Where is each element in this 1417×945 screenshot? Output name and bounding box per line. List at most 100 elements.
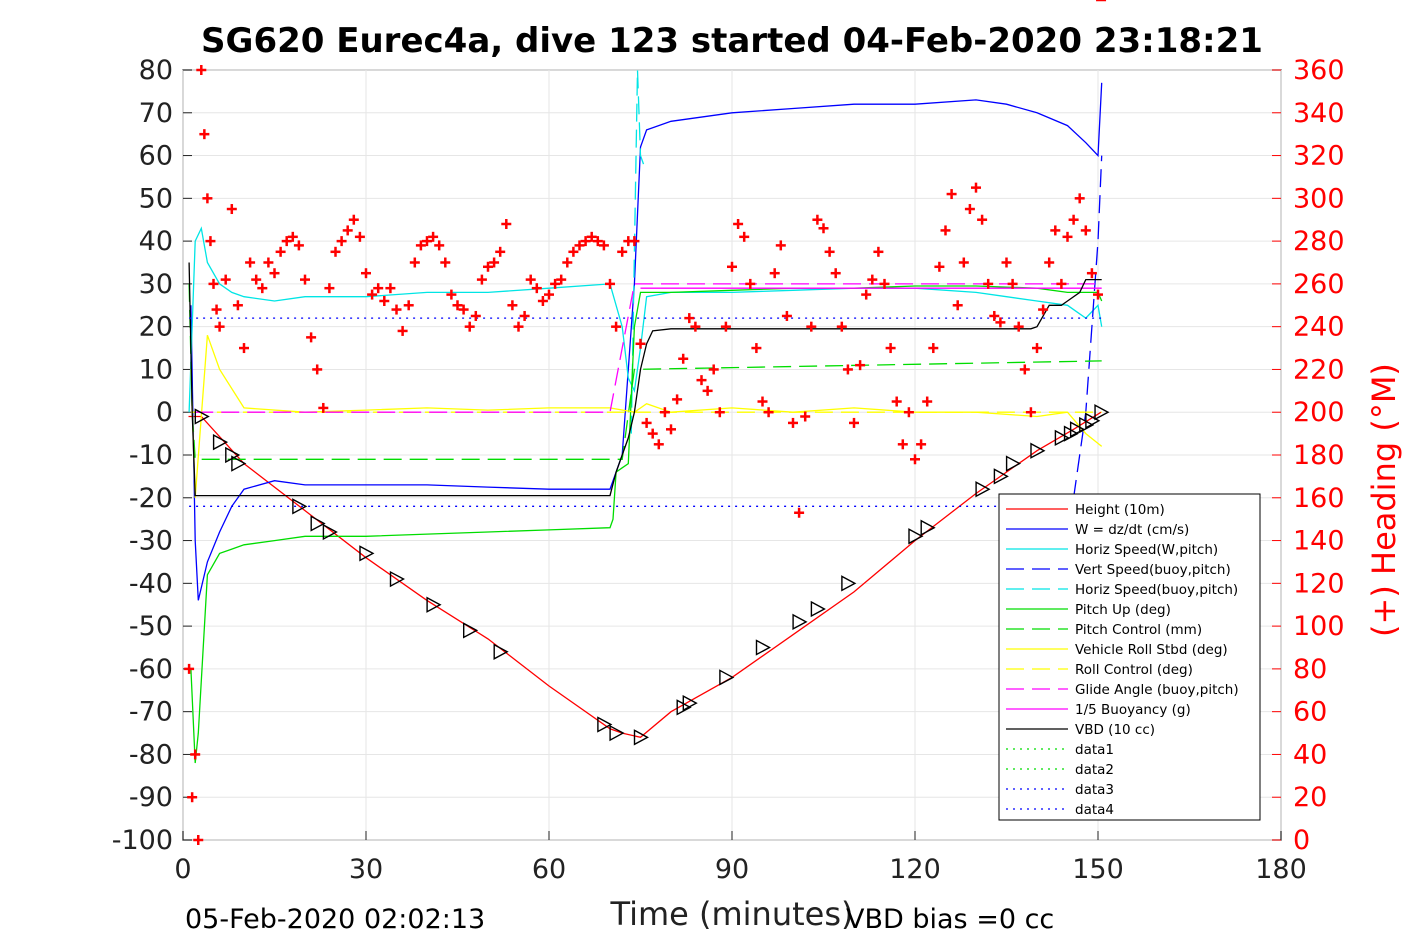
series-line-6 [188, 283, 1102, 460]
height-marker [993, 468, 1009, 485]
heading-point [800, 411, 811, 422]
series-line-11 [188, 262, 1102, 497]
heading-point [775, 240, 786, 251]
x-tick-label: 0 [174, 854, 191, 885]
heading-point [611, 321, 622, 332]
right-tick-label: 260 [1293, 269, 1345, 300]
heading-point [836, 321, 847, 332]
heading-point [568, 246, 579, 257]
heading-point [513, 321, 524, 332]
heading-point [1056, 278, 1067, 289]
left-tick-label: -40 [129, 568, 173, 599]
heading-point [684, 313, 695, 324]
x-tick-label: 30 [349, 854, 383, 885]
heading-point [354, 231, 365, 242]
heading-point [861, 289, 872, 300]
heading-point [971, 182, 981, 193]
heading-point [458, 304, 469, 315]
heading-point [391, 304, 402, 315]
heading-point [672, 394, 683, 405]
heading-point [300, 274, 310, 285]
heading-point [690, 321, 701, 332]
left-tick-label: 60 [139, 141, 173, 172]
heading-point [751, 343, 762, 354]
height-marker [1054, 429, 1070, 447]
heading-point [1013, 321, 1024, 332]
heading-point [232, 300, 243, 311]
heading-point [1050, 225, 1061, 236]
height-marker [322, 523, 338, 541]
heading-point [336, 236, 347, 247]
heading-point [251, 274, 262, 285]
heading-point [403, 300, 414, 311]
heading-point [239, 343, 249, 354]
right-tick-label: 320 [1293, 141, 1345, 172]
right-tick-label: 160 [1293, 483, 1345, 514]
legend-entry: Roll Control (deg) [1075, 662, 1193, 678]
heading-point [275, 246, 286, 257]
heading-point [708, 364, 719, 375]
heading-point [977, 214, 988, 225]
height-marker [908, 528, 924, 545]
series-line-1 [190, 82, 1103, 601]
heading-point [489, 257, 500, 268]
heading-point [879, 278, 890, 289]
height-marker [310, 515, 326, 532]
x-tick-label: 60 [532, 854, 566, 885]
legend-entry: Pitch Control (mm) [1075, 622, 1202, 638]
marker-layer [194, 404, 1110, 746]
heading-point [696, 375, 707, 386]
heading-point [281, 236, 292, 247]
left-tick-label: 0 [156, 397, 173, 428]
heading-point [635, 338, 646, 349]
right-tick-label: 20 [1293, 782, 1327, 813]
x-tick-label: 120 [889, 854, 941, 885]
right-tick-label: 340 [1293, 98, 1345, 129]
heading-point [702, 385, 713, 396]
heading-point [885, 343, 896, 354]
height-marker [633, 729, 649, 746]
heading-point [287, 231, 298, 242]
heading-point [263, 257, 274, 268]
heading-point [257, 283, 268, 294]
heading-point [745, 278, 756, 289]
left-tick-label: -50 [129, 611, 173, 642]
heading-point [641, 417, 652, 428]
right-tick-label: 200 [1293, 397, 1345, 428]
heading-point [379, 296, 390, 306]
left-tick-label: 80 [139, 55, 173, 86]
heading-point [605, 278, 615, 289]
heading-point [580, 236, 591, 247]
heading-point [1074, 193, 1085, 204]
heading-point [586, 231, 597, 242]
left-tick-label: -90 [129, 782, 173, 813]
heading-point [574, 240, 585, 251]
heading-point [617, 246, 628, 257]
heading-point [428, 231, 439, 242]
left-tick-label: -10 [129, 440, 173, 471]
heading-point [199, 129, 210, 140]
heading-point [958, 257, 969, 268]
heading-point [348, 214, 359, 225]
heading-point [1001, 257, 1012, 268]
legend-entry: Height (10m) [1075, 502, 1165, 518]
right-tick-label: 100 [1293, 611, 1345, 642]
heading-point [434, 240, 445, 251]
height-marker [194, 408, 210, 425]
heading-point [1068, 214, 1079, 225]
heading-point [1007, 278, 1018, 289]
x-axis-ticks: 0 30 60 90 120 150 180 [174, 831, 1307, 885]
heading-layer [184, 0, 1107, 845]
heading-point [910, 454, 920, 465]
heading-point [187, 792, 198, 803]
heading-point [470, 310, 481, 321]
heading-point [208, 278, 219, 289]
right-tick-label: 300 [1293, 183, 1345, 214]
height-marker [920, 519, 936, 536]
left-tick-label: -60 [129, 654, 173, 685]
heading-point [873, 246, 884, 257]
heading-point [592, 236, 603, 247]
heading-point [867, 274, 878, 285]
heading-point [495, 246, 506, 257]
